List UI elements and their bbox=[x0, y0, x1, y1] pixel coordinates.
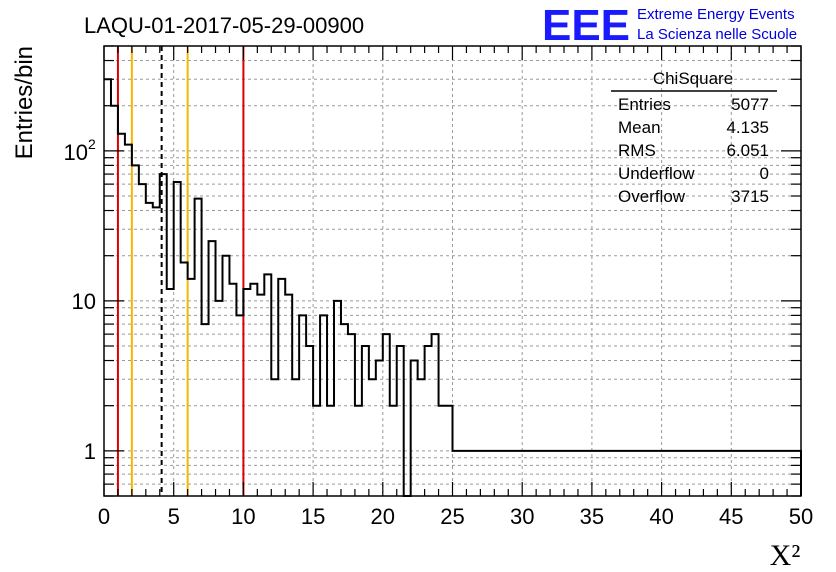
x-tick-label: 25 bbox=[440, 504, 464, 529]
x-tick-label: 10 bbox=[231, 504, 255, 529]
stats-label-mean: Mean bbox=[618, 118, 661, 137]
y-tick-label: 1 bbox=[84, 439, 96, 464]
histogram-outline bbox=[104, 78, 802, 497]
y-axis-label: Entries/bin bbox=[11, 46, 38, 159]
x-tick-label: 15 bbox=[301, 504, 325, 529]
threshold-lines bbox=[116, 46, 245, 496]
x-tick-label: 35 bbox=[580, 504, 604, 529]
stats-value-rms: 6.051 bbox=[726, 141, 769, 160]
x-tick-label: 20 bbox=[371, 504, 395, 529]
y-tick-label: 10 bbox=[64, 140, 88, 165]
x-tick-label: 40 bbox=[649, 504, 673, 529]
stats-value-underflow: 0 bbox=[760, 164, 769, 183]
stats-box: ChiSquare Entries 5077 Mean 4.135 RMS 6.… bbox=[611, 69, 777, 206]
stats-label-rms: RMS bbox=[618, 141, 656, 160]
chart-title: LAQU-01-2017-05-29-00900 bbox=[84, 13, 364, 38]
x-tick-label: 0 bbox=[98, 504, 110, 529]
eee-logo: EEE Extreme Energy Events La Scienza nel… bbox=[542, 1, 797, 50]
x-tick-label: 50 bbox=[789, 504, 813, 529]
logo-line-1: Extreme Energy Events bbox=[637, 6, 795, 23]
histogram-bars bbox=[104, 78, 802, 497]
stats-value-mean: 4.135 bbox=[726, 118, 769, 137]
stats-label-entries: Entries bbox=[618, 95, 671, 114]
logo-mark: EEE bbox=[542, 1, 630, 50]
stats-label-underflow: Underflow bbox=[618, 164, 695, 183]
stats-title: ChiSquare bbox=[653, 69, 733, 88]
x-tick-label: 45 bbox=[719, 504, 743, 529]
x-axis-label: X² bbox=[770, 539, 801, 572]
grid-lines bbox=[104, 46, 801, 496]
x-tick-label: 5 bbox=[168, 504, 180, 529]
stats-value-entries: 5077 bbox=[731, 95, 769, 114]
y-tick-label: 10 bbox=[72, 289, 96, 314]
stats-value-overflow: 3715 bbox=[731, 187, 769, 206]
y-tick-label-exponent: 2 bbox=[88, 136, 96, 152]
x-tick-label: 30 bbox=[510, 504, 534, 529]
logo-line-2: La Scienza nelle Scuole bbox=[637, 26, 797, 43]
stats-label-overflow: Overflow bbox=[618, 187, 686, 206]
